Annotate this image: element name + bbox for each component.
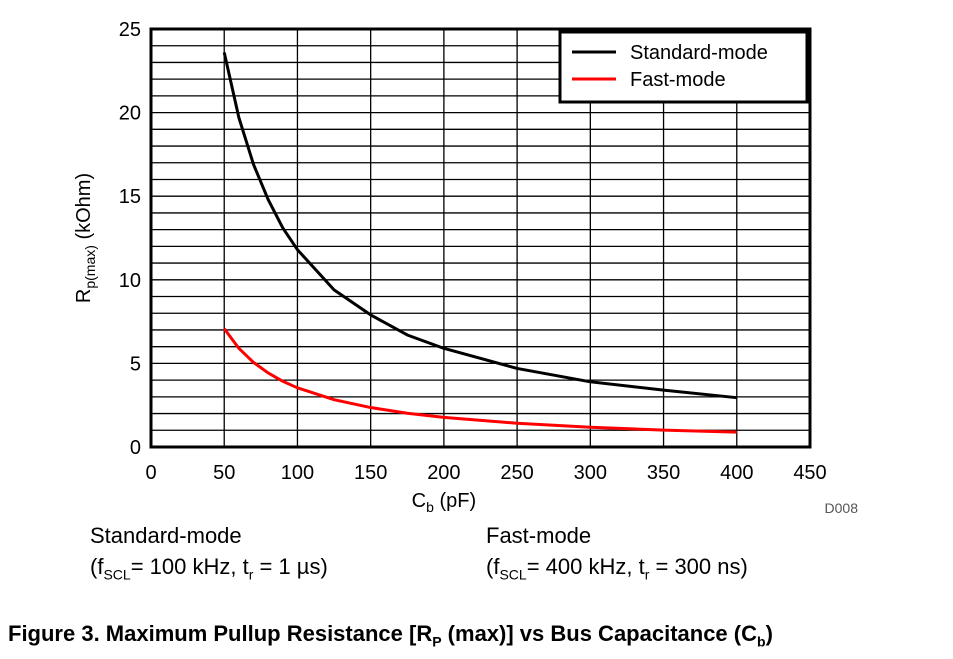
fast-mode-note: Fast-mode (fSCL= 400 kHz, tr = 300 ns) bbox=[486, 522, 748, 588]
chart: 0 50 100 150 200 250 300 350 400 450 0 5 10 15 20 25 St… bbox=[73, 19, 859, 516]
chart-series bbox=[222, 52, 737, 434]
standard-mode-note-title: Standard-mode bbox=[90, 523, 242, 548]
legend-label: Fast-mode bbox=[630, 69, 726, 91]
series-line-standard-mode bbox=[222, 52, 737, 400]
standard-mode-note-params: (fSCL= 100 kHz, tr = 1 µs) bbox=[90, 554, 328, 583]
y-tick-label: 25 bbox=[119, 19, 141, 41]
chart-ticks: 0 50 100 150 200 250 300 350 400 450 0 5 10 15 20 25 bbox=[119, 19, 827, 484]
legend-label: Standard-mode bbox=[630, 42, 768, 64]
plot-frame bbox=[149, 27, 812, 449]
y-axis-title: Rp(max) (kOhm) bbox=[73, 173, 98, 303]
x-tick-label: 200 bbox=[427, 462, 460, 484]
figure-caption: Figure 3. Maximum Pullup Resistance [RP … bbox=[8, 621, 773, 650]
x-tick-label: 450 bbox=[793, 462, 826, 484]
x-tick-label: 150 bbox=[354, 462, 387, 484]
y-tick-label: 5 bbox=[130, 353, 141, 375]
standard-mode-note: Standard-mode (fSCL= 100 kHz, tr = 1 µs) bbox=[90, 522, 328, 588]
y-tick-label: 20 bbox=[119, 103, 141, 125]
x-tick-label: 100 bbox=[281, 462, 314, 484]
y-tick-label: 15 bbox=[119, 186, 141, 208]
series-line-fast-mode bbox=[223, 327, 737, 434]
x-tick-label: 50 bbox=[213, 462, 235, 484]
x-axis-title: Cb (pF) bbox=[412, 490, 476, 515]
fast-mode-note-params: (fSCL= 400 kHz, tr = 300 ns) bbox=[486, 554, 748, 583]
x-tick-label: 400 bbox=[720, 462, 753, 484]
fast-mode-note-title: Fast-mode bbox=[486, 523, 592, 548]
y-tick-label: 10 bbox=[119, 270, 141, 292]
legend-box bbox=[558, 30, 809, 104]
y-tick-label: 0 bbox=[130, 437, 141, 459]
figure-id: D008 bbox=[825, 500, 859, 516]
x-tick-label: 350 bbox=[647, 462, 680, 484]
x-tick-label: 0 bbox=[145, 462, 156, 484]
chart-legend: Standard-mode Fast-mode bbox=[558, 30, 809, 104]
x-tick-label: 250 bbox=[500, 462, 533, 484]
x-tick-label: 300 bbox=[574, 462, 607, 484]
